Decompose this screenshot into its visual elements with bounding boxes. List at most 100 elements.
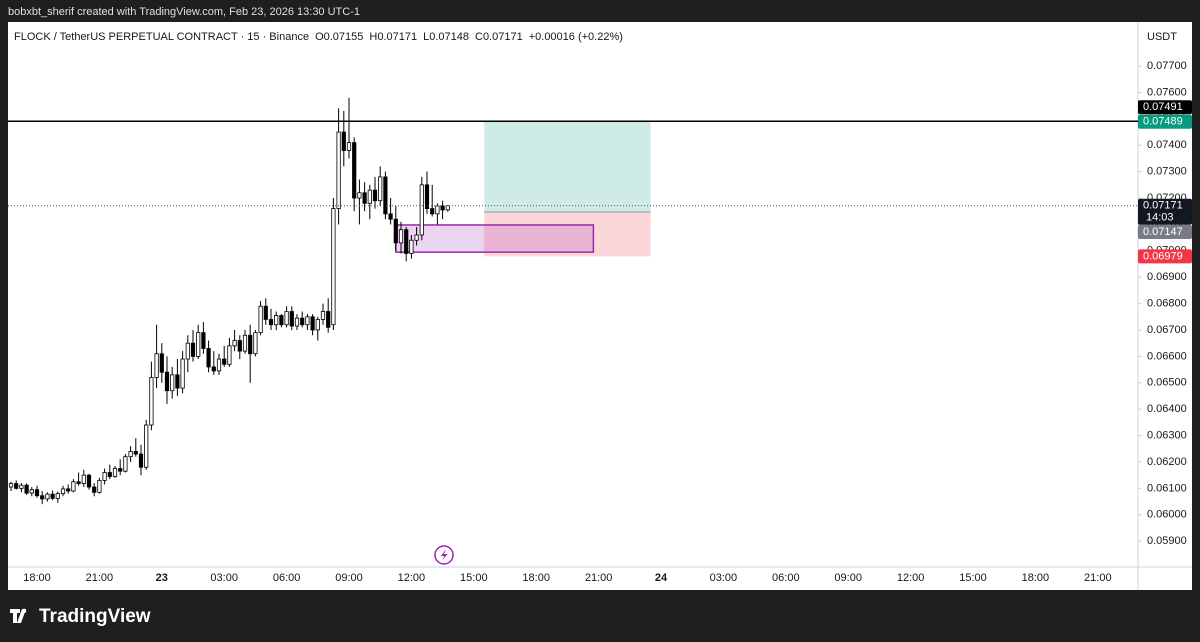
candle-body bbox=[372, 189, 378, 202]
candle-body bbox=[242, 334, 248, 352]
candle bbox=[190, 329, 196, 362]
candle bbox=[211, 351, 216, 375]
candle-body bbox=[159, 353, 164, 373]
candle bbox=[352, 137, 357, 212]
candle bbox=[336, 108, 341, 225]
candle bbox=[419, 176, 424, 241]
candle bbox=[180, 351, 185, 394]
stop-tag: 0.06979 bbox=[1143, 250, 1183, 262]
ohlc-low: L0.07148 bbox=[423, 31, 469, 43]
candle-body bbox=[71, 481, 76, 492]
candle-body bbox=[164, 371, 170, 392]
candle-body bbox=[320, 311, 326, 320]
candle-body bbox=[315, 319, 320, 331]
candle-body bbox=[175, 374, 180, 389]
candle-body bbox=[92, 486, 97, 493]
candle bbox=[315, 316, 320, 341]
candle bbox=[424, 171, 430, 214]
candle-body bbox=[268, 319, 274, 326]
candle-body bbox=[107, 472, 112, 477]
candle bbox=[196, 324, 201, 360]
y-tick-label: 0.05900 bbox=[1147, 535, 1187, 547]
candle bbox=[388, 198, 393, 225]
candle-body bbox=[232, 340, 237, 347]
chart-area bbox=[8, 22, 1192, 590]
candle-body bbox=[383, 176, 388, 215]
candle-body bbox=[76, 481, 81, 485]
candle bbox=[409, 234, 414, 259]
candle-body bbox=[367, 189, 372, 204]
y-tick-label: 0.07700 bbox=[1147, 60, 1187, 72]
candle-body bbox=[440, 205, 445, 211]
candle bbox=[222, 345, 227, 367]
x-tick-label: 03:00 bbox=[710, 572, 738, 584]
candle-body bbox=[24, 484, 29, 494]
x-tick-label: 18:00 bbox=[1022, 572, 1050, 584]
candle bbox=[201, 322, 206, 354]
candle-body bbox=[144, 424, 149, 468]
candle-body bbox=[352, 142, 357, 199]
ohlc-close: C0.07171 bbox=[475, 31, 523, 43]
candle bbox=[45, 492, 50, 502]
candle-body bbox=[341, 131, 346, 151]
candle-body bbox=[86, 474, 92, 488]
alert-icon[interactable] bbox=[434, 545, 454, 565]
candle-body bbox=[34, 489, 40, 497]
candle-body bbox=[378, 176, 383, 202]
candle bbox=[29, 487, 34, 497]
candle-body bbox=[346, 142, 352, 151]
horizontal-line-tag-bg bbox=[1138, 100, 1192, 115]
candle-body bbox=[185, 342, 190, 360]
candle bbox=[232, 329, 237, 352]
candle-body bbox=[227, 345, 232, 365]
candle-body bbox=[196, 332, 201, 357]
rectangle bbox=[395, 224, 595, 253]
candle-body bbox=[216, 358, 222, 372]
candle bbox=[372, 176, 378, 209]
candle bbox=[50, 490, 55, 501]
candle-body bbox=[138, 453, 144, 468]
candle-body bbox=[154, 353, 159, 378]
last-price-tag: 0.07171 bbox=[1143, 200, 1183, 212]
candle-body bbox=[362, 192, 367, 204]
brand-logo bbox=[10, 609, 26, 623]
candle-body bbox=[60, 488, 66, 495]
candle-body bbox=[66, 488, 71, 492]
y-tick-label: 0.06100 bbox=[1147, 482, 1187, 494]
candle-body bbox=[118, 468, 123, 472]
candle bbox=[289, 306, 294, 330]
candle-body bbox=[419, 184, 424, 236]
candle-body bbox=[305, 316, 310, 326]
x-tick-label: 21:00 bbox=[1084, 572, 1112, 584]
candle bbox=[258, 300, 263, 336]
candle-body bbox=[284, 311, 289, 326]
position-target-zone bbox=[484, 121, 651, 213]
brand-name: TradingView bbox=[39, 606, 151, 627]
candle-body bbox=[424, 184, 430, 209]
y-tick-label: 0.07400 bbox=[1147, 139, 1187, 151]
entry-tag-bg bbox=[1138, 225, 1192, 240]
candle-body bbox=[258, 305, 263, 334]
candle bbox=[398, 221, 404, 254]
y-tick-label: 0.06800 bbox=[1147, 298, 1187, 310]
candle-body bbox=[102, 472, 107, 481]
candle bbox=[378, 166, 383, 206]
x-tick-label: 15:00 bbox=[959, 572, 987, 584]
candle bbox=[144, 419, 149, 470]
candle-body bbox=[310, 316, 315, 331]
candle bbox=[357, 179, 362, 225]
entry-tag: 0.07147 bbox=[1143, 226, 1183, 238]
change: +0.00016 (+0.22%) bbox=[529, 31, 623, 43]
position-stop-zone bbox=[484, 212, 651, 257]
candle-body bbox=[29, 489, 34, 494]
candle bbox=[440, 200, 445, 220]
candle-body bbox=[326, 311, 331, 328]
candle-body bbox=[50, 493, 55, 499]
ohlc-high: H0.07171 bbox=[369, 31, 417, 43]
candle bbox=[19, 483, 24, 493]
candle bbox=[97, 477, 102, 494]
candle bbox=[383, 171, 388, 220]
candle bbox=[326, 298, 331, 333]
candle-body bbox=[190, 342, 196, 357]
x-tick-label: 09:00 bbox=[335, 572, 363, 584]
